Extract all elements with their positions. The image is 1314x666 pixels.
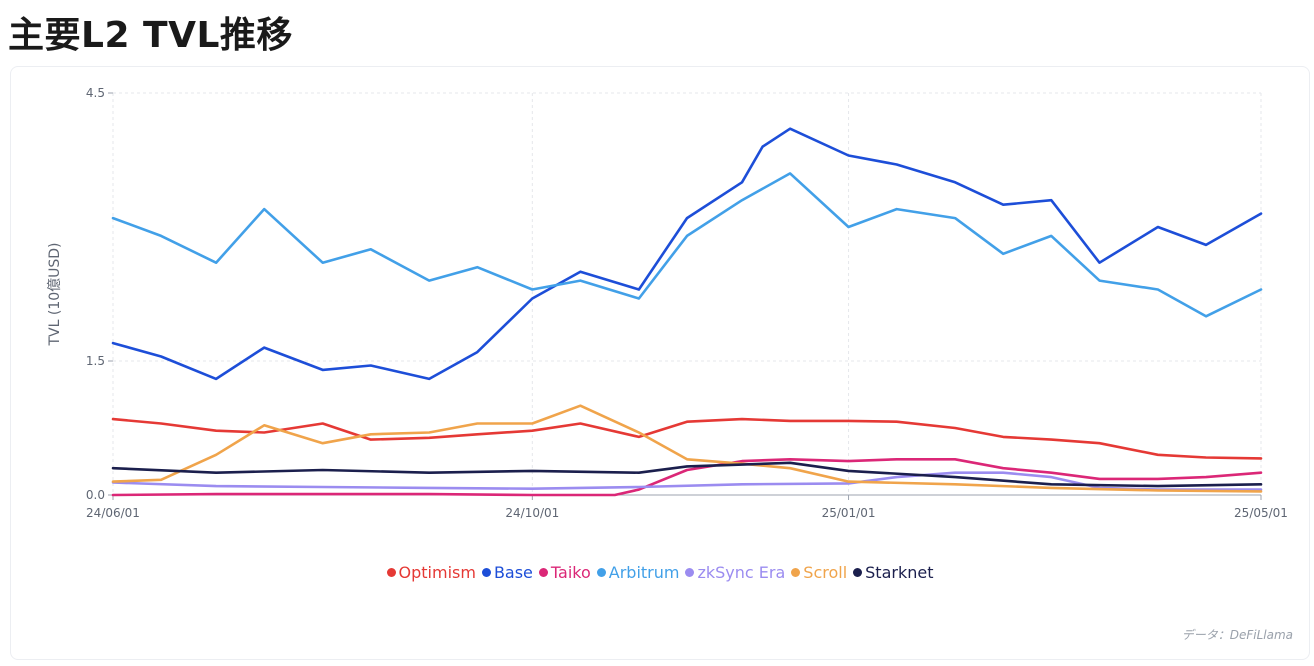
legend-dot-icon <box>685 568 695 577</box>
legend-label: zkSync Era <box>697 563 786 582</box>
legend-item-arbitrum[interactable]: Arbitrum <box>596 563 680 582</box>
x-tick-label: 25/05/01 <box>1234 506 1288 520</box>
series-line-zksync-era <box>111 471 1263 491</box>
legend-dot-icon <box>853 568 863 577</box>
legend-label: Base <box>493 563 533 582</box>
legend-item-taiko[interactable]: Taiko <box>538 563 591 582</box>
legend-label: Optimism <box>398 563 476 582</box>
series-line-starknet <box>111 461 1263 488</box>
legend-item-optimism[interactable]: Optimism <box>386 563 476 582</box>
x-tick-label: 25/01/01 <box>822 506 876 520</box>
y-axis-title: TVL (10億USD) <box>47 242 63 346</box>
legend-dot-icon <box>386 568 396 577</box>
legend-item-scroll[interactable]: Scroll <box>791 563 847 582</box>
x-tick-label: 24/06/01 <box>86 506 140 520</box>
legend-label: Starknet <box>865 563 934 582</box>
y-tick-label: 0.0 <box>86 488 105 502</box>
y-tick-label: 4.5 <box>86 86 105 100</box>
axes: 0.0 1.5 4.5 24/06/01 24/10/01 25/01/01 25/05/0… <box>86 86 1288 520</box>
y-tick-label: 1.5 <box>86 354 105 368</box>
legend-item-starknet[interactable]: Starknet <box>853 563 933 582</box>
legend-label: Scroll <box>803 563 848 582</box>
line-chart: 0.0 1.5 4.5 24/06/01 24/10/01 25/01/01 25/05/0… <box>47 86 1288 520</box>
series-line-arbitrum <box>111 172 1263 318</box>
legend-item-base[interactable]: Base <box>481 563 533 582</box>
legend-dot-icon <box>791 568 801 577</box>
legend-label: Taiko <box>550 563 591 582</box>
legend-item-zksync-era[interactable]: zkSync Era <box>685 563 785 582</box>
legend: Optimism Base Taiko Arbitrum zkSync Era Scrol… <box>11 563 1309 582</box>
series-line-base <box>111 127 1263 381</box>
x-tick-label: 24/10/01 <box>505 506 559 520</box>
chart-card: 0.0 1.5 4.5 24/06/01 24/10/01 25/01/01 25/05/0… <box>10 66 1310 660</box>
page-title: 主要L2 TVL推移 <box>8 15 293 56</box>
series-lines <box>111 127 1263 497</box>
grid <box>112 92 1262 496</box>
legend-dot-icon <box>481 568 491 577</box>
source-note: データ：DeFiLlama <box>1181 628 1293 642</box>
legend-dot-icon <box>538 568 548 577</box>
series-line-taiko <box>111 457 1263 497</box>
legend-dot-icon <box>596 568 606 577</box>
series-line-scroll <box>111 404 1263 493</box>
legend-label: Arbitrum <box>608 563 680 582</box>
series-line-optimism <box>111 417 1263 460</box>
